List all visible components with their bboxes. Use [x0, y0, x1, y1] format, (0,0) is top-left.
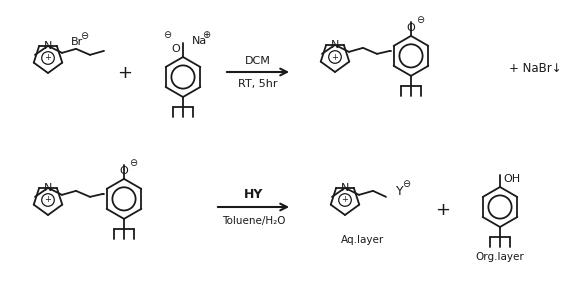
Text: N: N: [341, 183, 349, 193]
Text: ⊕: ⊕: [202, 30, 210, 40]
Text: +: +: [45, 196, 52, 205]
Text: O: O: [172, 44, 180, 54]
Text: N: N: [331, 40, 339, 50]
Text: +: +: [341, 196, 349, 205]
Text: +: +: [435, 201, 451, 219]
Text: ⊖: ⊖: [129, 158, 137, 168]
Text: N: N: [44, 41, 52, 51]
Text: HY: HY: [244, 189, 263, 201]
Text: O: O: [120, 166, 128, 176]
Text: OH: OH: [503, 174, 520, 184]
Text: Aq.layer: Aq.layer: [341, 235, 384, 245]
Text: + NaBr↓: + NaBr↓: [509, 61, 561, 74]
Text: Toluene/H₂O: Toluene/H₂O: [222, 216, 285, 226]
Text: Y: Y: [396, 185, 404, 198]
Text: ⊖: ⊖: [80, 31, 88, 41]
Text: DCM: DCM: [245, 56, 271, 66]
Text: ⊖: ⊖: [163, 30, 171, 40]
Text: Br: Br: [71, 37, 83, 47]
Text: N: N: [44, 183, 52, 193]
Text: Na: Na: [192, 36, 208, 46]
Text: RT, 5hr: RT, 5hr: [238, 79, 278, 89]
Text: ⊖: ⊖: [402, 179, 410, 189]
Text: ⊖: ⊖: [416, 15, 424, 25]
Text: Org.layer: Org.layer: [476, 252, 524, 262]
Text: +: +: [45, 54, 52, 63]
Text: +: +: [117, 64, 133, 82]
Text: O: O: [407, 23, 416, 33]
Text: +: +: [332, 52, 338, 61]
